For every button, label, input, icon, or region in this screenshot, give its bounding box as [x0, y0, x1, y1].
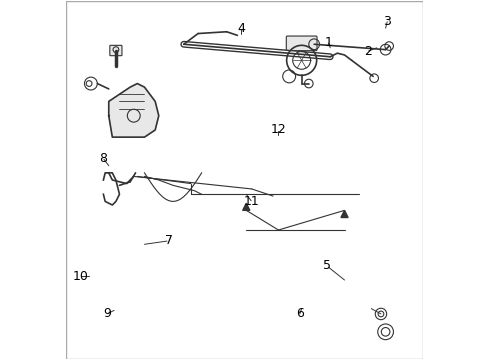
- Text: 7: 7: [165, 234, 173, 247]
- Text: 5: 5: [322, 259, 330, 272]
- Text: 12: 12: [270, 123, 286, 136]
- Text: 2: 2: [363, 45, 371, 58]
- FancyBboxPatch shape: [110, 45, 122, 56]
- FancyBboxPatch shape: [285, 36, 316, 51]
- Text: 11: 11: [244, 195, 259, 208]
- Polygon shape: [242, 203, 249, 210]
- Text: 1: 1: [324, 36, 332, 49]
- Text: 4: 4: [237, 22, 244, 35]
- Text: 8: 8: [99, 152, 107, 165]
- Text: 10: 10: [72, 270, 88, 283]
- Text: 3: 3: [383, 14, 390, 27]
- Polygon shape: [340, 210, 347, 217]
- Text: 9: 9: [103, 307, 111, 320]
- Text: 6: 6: [295, 307, 303, 320]
- Polygon shape: [108, 84, 159, 137]
